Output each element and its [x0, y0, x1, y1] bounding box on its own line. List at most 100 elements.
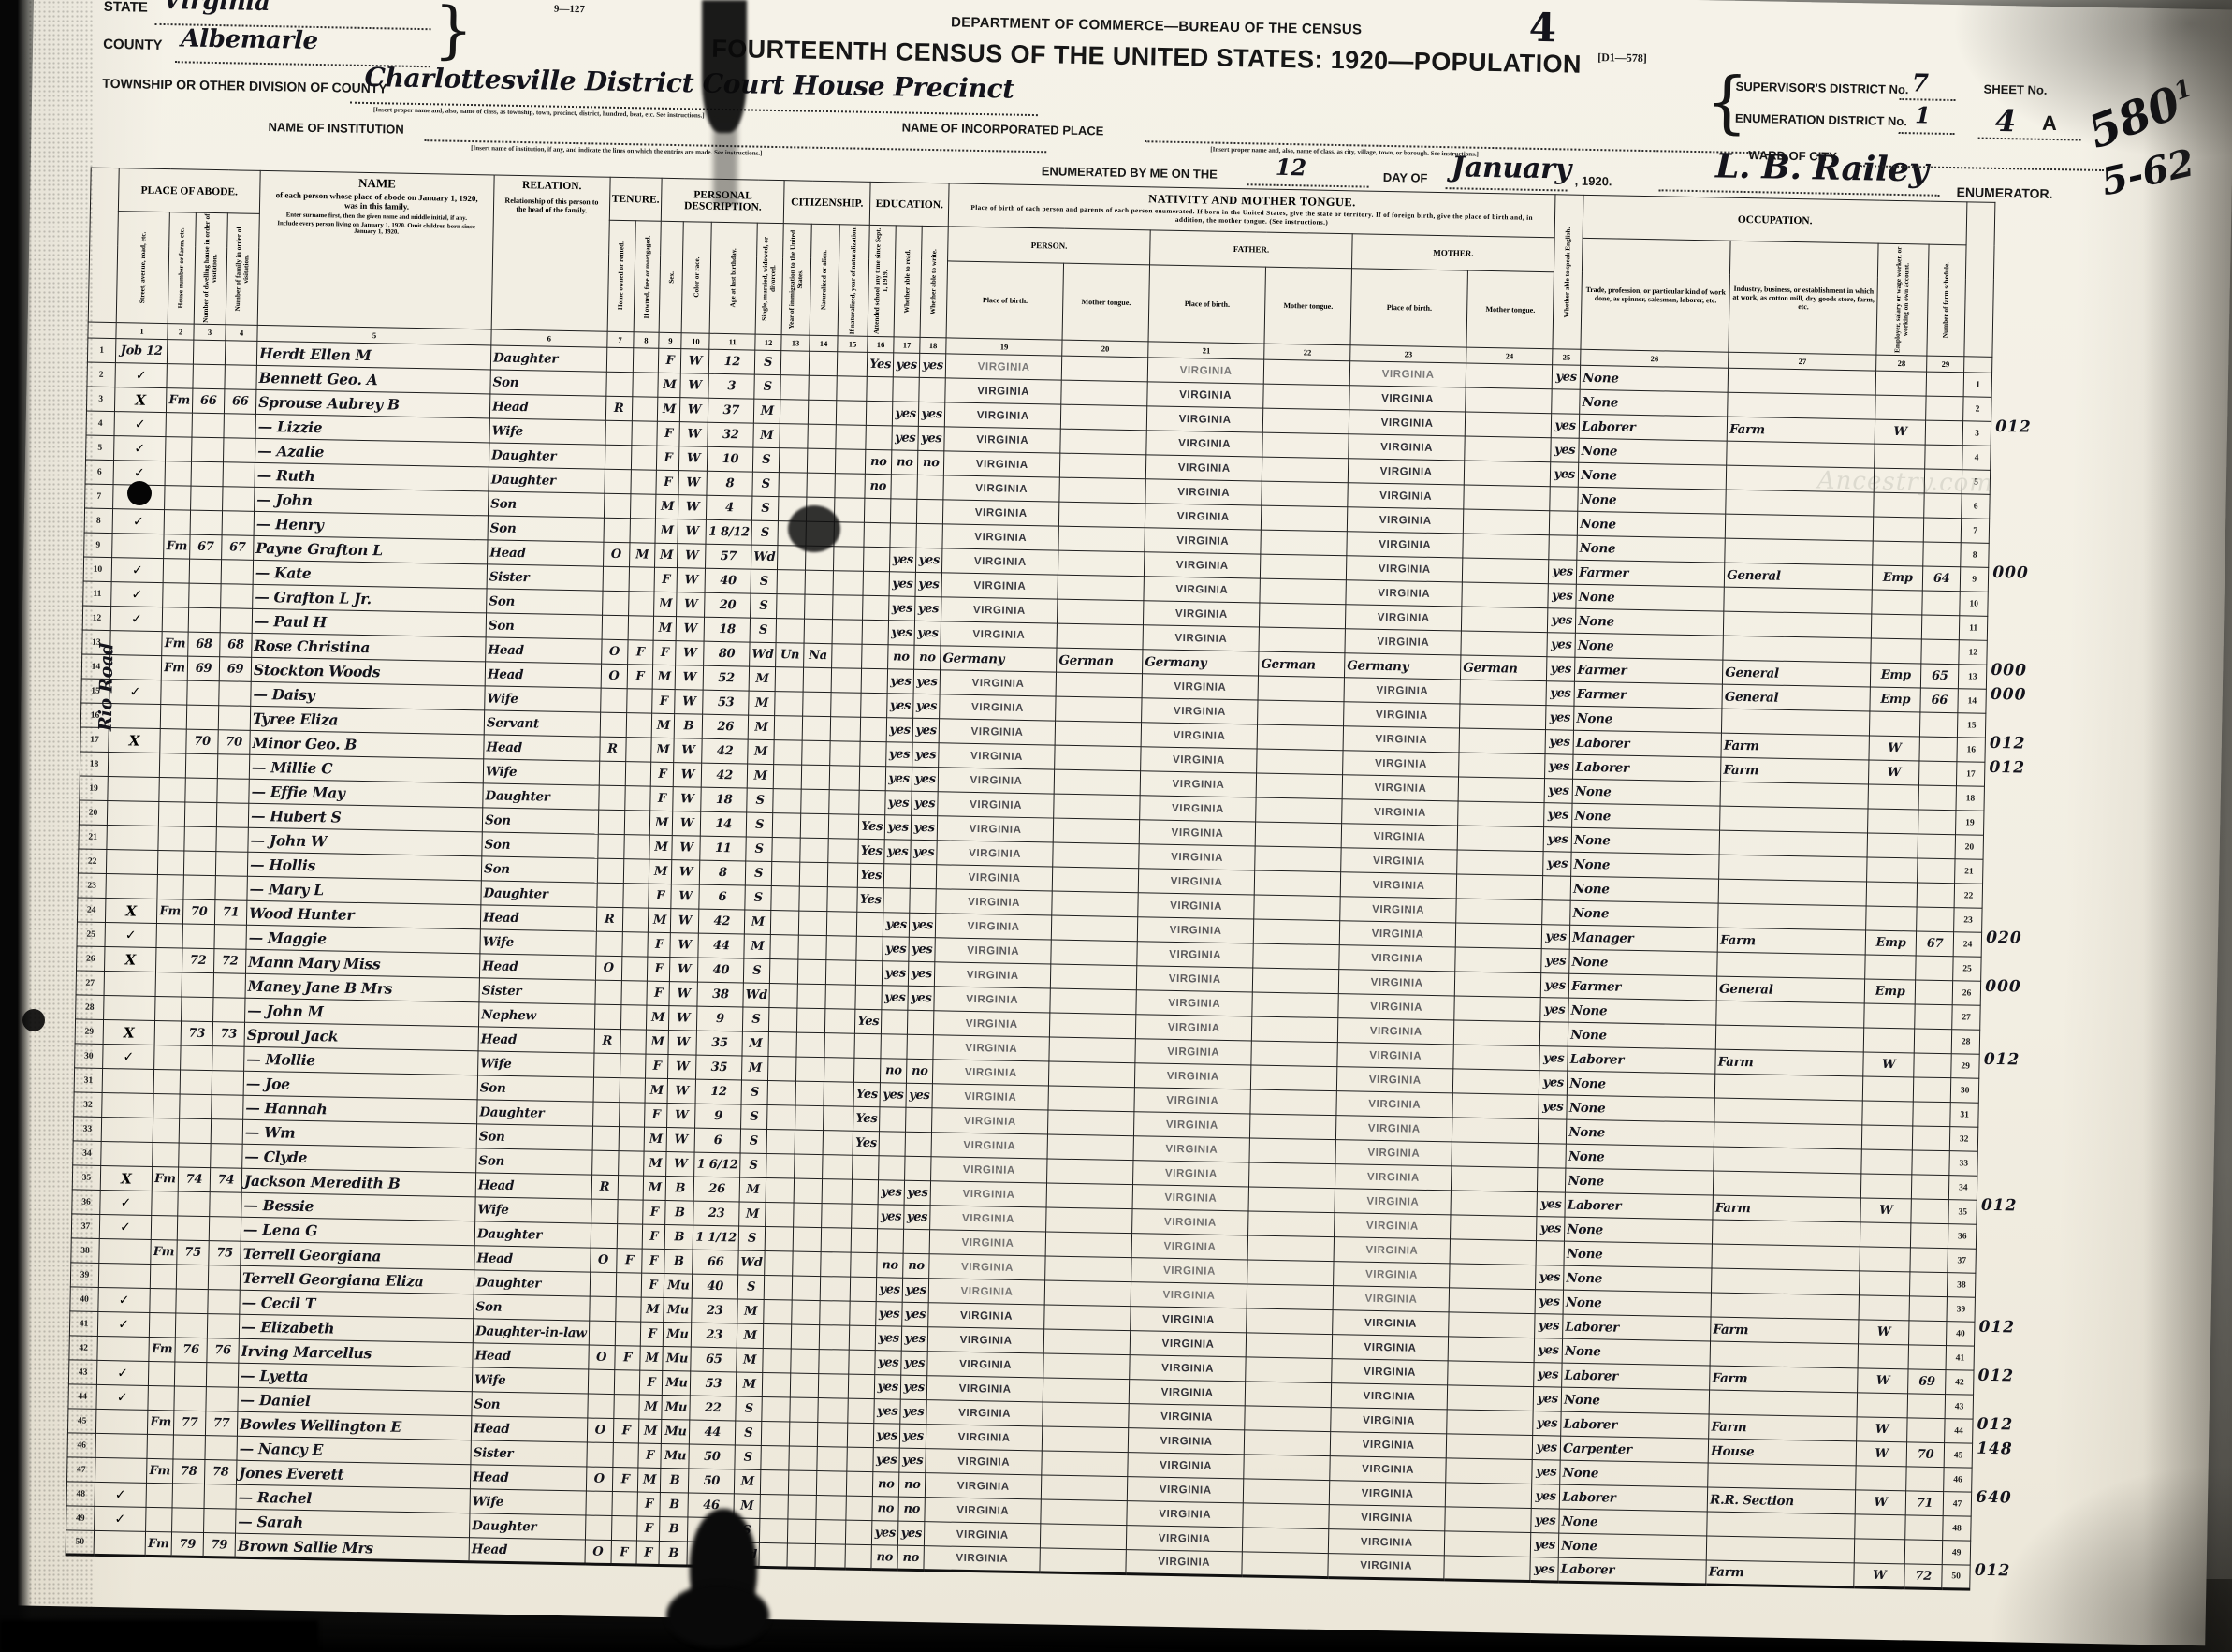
cell-tm [1444, 1555, 1531, 1582]
col-number-20: 20 [1061, 340, 1149, 358]
cell-wr: yes [914, 596, 942, 621]
cell-pm: VIRGINIA [1342, 750, 1460, 777]
cell-im [765, 1226, 794, 1252]
cell-sx: M [653, 616, 677, 641]
cell-cl: W [671, 859, 701, 885]
cell-ow [594, 1004, 621, 1030]
cell-st: ✓ [95, 1384, 149, 1411]
cell-na [798, 911, 827, 936]
cell-cl: W [668, 1005, 698, 1031]
cell-rd: no [891, 449, 919, 475]
cell-tm [1445, 1482, 1532, 1509]
cell-tm [1454, 971, 1541, 998]
cell-oc: None [1580, 365, 1729, 393]
cell-em [1858, 1343, 1909, 1369]
cell-rn: 39 [1947, 1296, 1976, 1323]
cell-tf [1250, 1089, 1337, 1116]
cell-wr: yes [899, 1424, 926, 1449]
cell-pm: VIRGINIA [1329, 1455, 1447, 1483]
cell-na [800, 789, 830, 814]
cell-ag: 1 8/12 [706, 519, 752, 546]
cell-rn: 18 [1956, 785, 1985, 811]
cell-oc: None [1578, 438, 1728, 466]
cell-pf: VIRGINIA [1145, 478, 1262, 506]
cell-ag: 9 [696, 1006, 743, 1032]
cell-tf [1243, 1454, 1331, 1481]
cell-mg [617, 1199, 644, 1225]
cell-ag: 22 [690, 1396, 737, 1421]
cell-mr: M [747, 764, 774, 789]
cell-tf [1245, 1381, 1332, 1408]
cell-tm [1452, 1141, 1539, 1168]
cell-mt [1043, 1352, 1131, 1380]
cell-cl: W [680, 373, 709, 399]
cell-rd: yes [887, 668, 914, 694]
cell-na [802, 692, 832, 717]
cell-tm [1465, 412, 1552, 438]
cell-tf [1243, 1478, 1330, 1505]
cell-pf: VIRGINIA [1131, 1281, 1247, 1308]
cell-mr: S [745, 861, 772, 886]
scan-bottomright-mottle [1989, 1465, 2232, 1652]
cell-tm [1449, 1287, 1536, 1314]
cell-pb: VIRGINIA [933, 1034, 1050, 1062]
cell-ny [832, 619, 863, 645]
cell-fa [220, 607, 253, 634]
cell-en: yes [1550, 437, 1580, 463]
cell-re: Head [471, 1415, 588, 1443]
cell-oc: Farmer [1576, 560, 1725, 588]
cell-mt [1040, 1523, 1128, 1550]
cell-sx: M [655, 494, 679, 519]
cell-mt [1050, 988, 1137, 1015]
cell-wr: yes [906, 1083, 933, 1108]
cell-hn [158, 777, 186, 803]
cell-wr [907, 1034, 934, 1060]
cell-sc [864, 522, 891, 548]
cell-fs [1908, 1344, 1947, 1370]
cell-mg [612, 1442, 639, 1469]
cell-tf [1247, 1235, 1335, 1262]
cell-hn: Fm [145, 1531, 172, 1557]
cell-mt [1049, 1013, 1137, 1039]
ink-blob-row8 [788, 505, 840, 552]
cell-tm [1452, 1092, 1539, 1119]
cell-ag: 40 [705, 568, 751, 594]
cell-re: Nephew [478, 1001, 595, 1030]
cell-im [761, 1421, 790, 1446]
cell-oc: None [1563, 1265, 1713, 1294]
cell-pf: VIRGINIA [1145, 430, 1263, 458]
cell-na [798, 935, 827, 960]
cell-pf: VIRGINIA [1132, 1160, 1250, 1187]
cell-im [780, 423, 809, 449]
cell-na [793, 1227, 822, 1252]
cell-in [1715, 1001, 1865, 1028]
cell-dw [174, 1361, 207, 1387]
cell-hn: Fm [161, 655, 188, 681]
cell-wr: yes [915, 572, 942, 597]
cell-tm [1450, 1238, 1537, 1265]
cell-sx: M [654, 543, 678, 568]
cell-sc [845, 1544, 872, 1570]
cell-st: ✓ [99, 1214, 152, 1240]
cell-tf [1254, 846, 1342, 872]
watermark: Ancestry.com [1816, 466, 1994, 498]
cell-en: yes [1537, 1191, 1566, 1218]
cell-tm [1451, 1165, 1539, 1192]
cell-ag: 1 1/12 [693, 1225, 739, 1250]
cell-rd: yes [884, 814, 912, 841]
col-header-im: Year of immigration to the United States… [781, 223, 812, 336]
cell-rn: 38 [1947, 1272, 1977, 1298]
cell-na [807, 448, 837, 474]
cell-en: yes [1536, 1216, 1566, 1242]
incorporated-place-label: NAME OF INCORPORATED PLACE [901, 120, 1104, 139]
col-header-cl: Color or race. [681, 221, 712, 334]
cell-ow: R [599, 737, 626, 762]
cell-sc [848, 1350, 876, 1375]
cell-in [1712, 1220, 1861, 1247]
cell-st: ✓ [99, 1190, 153, 1216]
cell-mr: S [735, 1396, 763, 1422]
cell-rd: yes [880, 1082, 907, 1108]
cell-pm: VIRGINIA [1328, 1553, 1445, 1580]
cell-fa [207, 1313, 240, 1339]
cell-pb: VIRGINIA [938, 742, 1056, 770]
